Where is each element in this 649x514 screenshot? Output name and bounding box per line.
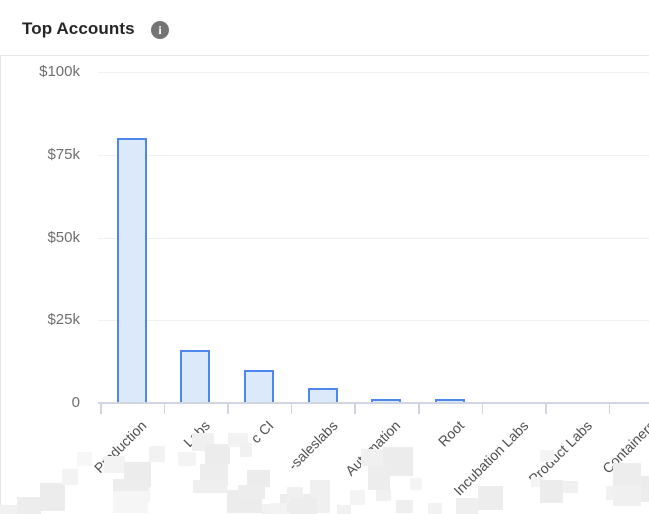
- gridline: [98, 320, 649, 322]
- redaction-blur-cell: [113, 491, 148, 513]
- redaction-blur-cell: [0, 505, 18, 514]
- redaction-blur-cell: [178, 452, 196, 466]
- x-axis-tick: [290, 404, 293, 414]
- x-axis-label: Root: [435, 417, 468, 450]
- card-left-border: [0, 56, 1, 514]
- x-axis-line: [98, 402, 649, 404]
- redaction-blur-cell: [368, 466, 390, 490]
- redaction-blur-cell: [62, 469, 78, 485]
- redaction-blur-cell: [478, 486, 503, 510]
- redaction-blur-cell: [149, 446, 165, 462]
- bar-production[interactable]: [116, 138, 147, 403]
- gridline: [98, 237, 649, 239]
- header-divider: [0, 55, 649, 56]
- redaction-blur-cell: [350, 490, 365, 505]
- x-axis-tick: [354, 404, 356, 414]
- redaction-blur-cell: [113, 479, 148, 491]
- redaction-blur-cell: [240, 443, 252, 457]
- redaction-blur-cell: [613, 463, 641, 485]
- redaction-blur-cell: [540, 450, 554, 462]
- x-axis-label: c CI: [247, 417, 277, 447]
- y-axis-tick-label: $50k: [47, 228, 80, 246]
- redaction-blur-cell: [396, 500, 413, 513]
- redaction-blur-cell: [104, 456, 125, 473]
- redaction-blur-cell: [247, 470, 270, 487]
- redaction-blur-cell: [205, 444, 230, 464]
- redaction-blur-cell: [270, 503, 287, 514]
- x-axis-tick: [100, 404, 102, 414]
- x-axis-tick: [481, 404, 484, 414]
- y-axis-tick-label: $75k: [47, 145, 80, 163]
- redaction-blur-cell: [238, 485, 265, 499]
- x-axis-tick: [163, 404, 166, 414]
- redaction-blur-cell: [531, 477, 544, 487]
- redaction-blur-cell: [77, 452, 92, 466]
- gridline: [98, 154, 649, 156]
- card-title: Top Accounts: [22, 19, 135, 38]
- info-icon-glyph: i: [158, 23, 162, 37]
- y-axis-tick-label: $25k: [47, 311, 80, 329]
- redaction-blur-cell: [563, 481, 578, 493]
- redaction-blur-cell: [376, 490, 391, 501]
- y-axis-tick-label: $100k: [39, 63, 80, 80]
- bar-c-ci[interactable]: [244, 370, 274, 403]
- redaction-blur-cell: [428, 503, 442, 514]
- redaction-blur-cell: [410, 478, 422, 490]
- x-axis-tick: [608, 404, 611, 414]
- redaction-blur-cell: [540, 480, 563, 503]
- gridline: [98, 72, 649, 73]
- card-header: Top Accounts i: [0, 0, 649, 55]
- redaction-blur-cell: [290, 498, 317, 514]
- x-axis-tick: [418, 404, 420, 414]
- bar-root[interactable]: [434, 399, 465, 403]
- redaction-blur-cell: [641, 476, 649, 502]
- info-icon[interactable]: i: [151, 21, 169, 39]
- redaction-blur-cell: [40, 483, 65, 511]
- bar-automation[interactable]: [371, 399, 402, 403]
- redaction-blur-cell: [337, 505, 351, 514]
- bar-labs[interactable]: [180, 350, 211, 403]
- redaction-blur-cell: [613, 485, 641, 506]
- y-axis-tick-label: 0: [71, 394, 80, 411]
- redaction-blur-cell: [193, 480, 227, 493]
- redaction-blur-cell: [456, 498, 478, 514]
- redaction-blur-cell: [17, 497, 41, 514]
- x-axis-label: -saleslabs: [284, 417, 341, 474]
- bar--saleslabs[interactable]: [307, 388, 338, 403]
- x-axis-tick: [545, 404, 547, 414]
- x-axis-tick: [227, 404, 229, 414]
- redaction-blur-cell: [361, 449, 383, 466]
